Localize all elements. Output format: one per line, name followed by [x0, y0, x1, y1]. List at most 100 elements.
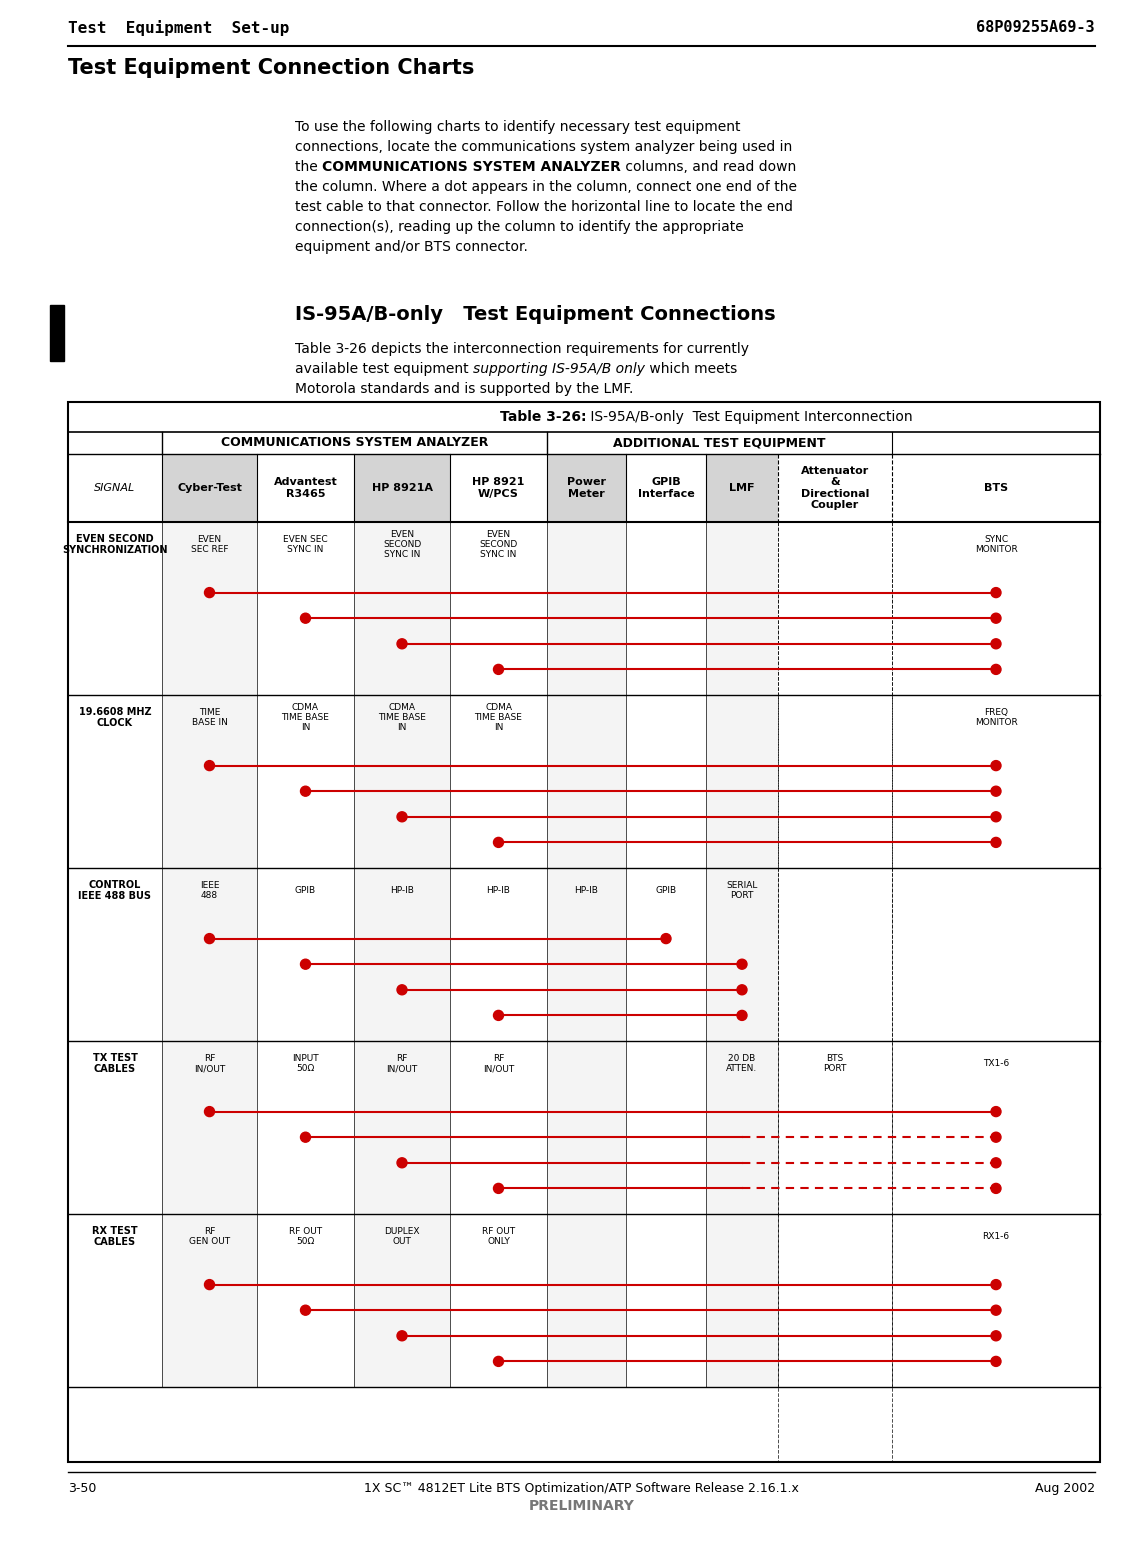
Text: Test Equipment Connection Charts: Test Equipment Connection Charts: [68, 58, 474, 78]
Bar: [68, 402, 1100, 1461]
Text: supporting IS-95A/B only: supporting IS-95A/B only: [473, 363, 645, 377]
Text: EVEN SECOND
SYNCHRONIZATION: EVEN SECOND SYNCHRONIZATION: [62, 533, 168, 555]
Text: RF OUT
ONLY: RF OUT ONLY: [482, 1227, 515, 1246]
Circle shape: [991, 1280, 1001, 1289]
Text: Attenuator
&
Directional
Coupler: Attenuator & Directional Coupler: [801, 466, 869, 511]
Text: connections, locate the communications system analyzer being used in: connections, locate the communications s…: [295, 141, 792, 155]
Circle shape: [494, 838, 504, 847]
Circle shape: [991, 664, 1001, 674]
Text: SIGNAL: SIGNAL: [94, 483, 135, 492]
Bar: [162, 867, 257, 1041]
Text: 3-50: 3-50: [68, 1482, 96, 1494]
Text: PRELIMINARY: PRELIMINARY: [528, 1499, 635, 1513]
Circle shape: [494, 664, 504, 674]
Text: 3: 3: [52, 324, 63, 342]
Circle shape: [991, 811, 1001, 822]
Text: GPIB: GPIB: [295, 886, 316, 896]
Text: the column. Where a dot appears in the column, connect one end of the: the column. Where a dot appears in the c…: [295, 180, 797, 194]
Text: columns, and read down: columns, and read down: [621, 159, 797, 173]
Text: Test  Equipment  Set-up: Test Equipment Set-up: [68, 20, 289, 36]
Circle shape: [991, 639, 1001, 649]
Text: IS-95A/B-only   Test Equipment Connections: IS-95A/B-only Test Equipment Connections: [295, 305, 776, 324]
Text: SYNC
MONITOR: SYNC MONITOR: [975, 535, 1017, 555]
Circle shape: [204, 933, 215, 944]
Bar: [706, 696, 778, 867]
Text: To use the following charts to identify necessary test equipment: To use the following charts to identify …: [295, 120, 740, 134]
Text: LMF: LMF: [729, 483, 754, 492]
Text: equipment and/or BTS connector.: equipment and/or BTS connector.: [295, 241, 528, 255]
Text: the: the: [295, 159, 323, 173]
Bar: [706, 522, 778, 696]
Circle shape: [991, 1158, 1001, 1168]
Text: available test equipment: available test equipment: [295, 363, 473, 377]
Text: SERIAL
PORT: SERIAL PORT: [727, 882, 758, 900]
Bar: [706, 453, 778, 522]
Text: EVEN
SECOND
SYNC IN: EVEN SECOND SYNC IN: [383, 530, 421, 560]
Text: EVEN SEC
SYNC IN: EVEN SEC SYNC IN: [284, 535, 328, 555]
Bar: [162, 522, 257, 696]
Text: CONTROL
IEEE 488 BUS: CONTROL IEEE 488 BUS: [78, 880, 152, 902]
Bar: [546, 522, 626, 696]
Circle shape: [737, 1010, 747, 1021]
Text: Advantest
R3465: Advantest R3465: [273, 477, 338, 499]
Text: CDMA
TIME BASE
IN: CDMA TIME BASE IN: [281, 703, 329, 733]
Bar: [546, 1041, 626, 1214]
Circle shape: [301, 1305, 310, 1314]
Text: Aug 2002: Aug 2002: [1034, 1482, 1095, 1494]
Circle shape: [494, 1357, 504, 1366]
Text: HP-IB: HP-IB: [390, 886, 414, 896]
Bar: [546, 453, 626, 522]
Circle shape: [204, 1280, 215, 1289]
Text: CDMA
TIME BASE
IN: CDMA TIME BASE IN: [474, 703, 522, 733]
Text: RF OUT
50Ω: RF OUT 50Ω: [289, 1227, 323, 1246]
Text: TX TEST
CABLES: TX TEST CABLES: [93, 1053, 138, 1074]
Text: HP 8921
W/PCS: HP 8921 W/PCS: [472, 477, 525, 499]
Text: which meets: which meets: [645, 363, 737, 377]
Circle shape: [661, 933, 670, 944]
Text: test cable to that connector. Follow the horizontal line to locate the end: test cable to that connector. Follow the…: [295, 200, 793, 214]
Bar: [162, 1214, 257, 1386]
Circle shape: [991, 761, 1001, 771]
Bar: [546, 867, 626, 1041]
Circle shape: [991, 1305, 1001, 1314]
Circle shape: [737, 985, 747, 994]
Bar: [706, 1041, 778, 1214]
Circle shape: [991, 1330, 1001, 1341]
Circle shape: [301, 1132, 310, 1143]
Circle shape: [991, 1183, 1001, 1194]
Text: DUPLEX
OUT: DUPLEX OUT: [385, 1227, 420, 1246]
Circle shape: [301, 960, 310, 969]
Text: 20 DB
ATTEN.: 20 DB ATTEN.: [727, 1053, 758, 1074]
Text: RF
IN/OUT: RF IN/OUT: [194, 1053, 225, 1074]
Bar: [354, 1041, 450, 1214]
Bar: [354, 696, 450, 867]
Bar: [354, 867, 450, 1041]
Text: Table 3-26:: Table 3-26:: [501, 410, 587, 424]
Text: Table 3-26 depicts the interconnection requirements for currently: Table 3-26 depicts the interconnection r…: [295, 342, 748, 356]
Text: IS-95A/B-only  Test Equipment Interconnection: IS-95A/B-only Test Equipment Interconnec…: [587, 410, 913, 424]
Bar: [162, 1041, 257, 1214]
Text: Motorola standards and is supported by the LMF.: Motorola standards and is supported by t…: [295, 381, 634, 395]
Text: GPIB: GPIB: [656, 886, 676, 896]
Text: Power
Meter: Power Meter: [567, 477, 606, 499]
Circle shape: [991, 1132, 1001, 1143]
Circle shape: [397, 811, 408, 822]
Circle shape: [204, 761, 215, 771]
Text: INPUT
50Ω: INPUT 50Ω: [293, 1053, 319, 1074]
Bar: [162, 453, 257, 522]
Text: EVEN
SECOND
SYNC IN: EVEN SECOND SYNC IN: [480, 530, 518, 560]
Text: COMMUNICATIONS SYSTEM ANALYZER: COMMUNICATIONS SYSTEM ANALYZER: [323, 159, 621, 173]
Circle shape: [991, 588, 1001, 597]
Text: EVEN
SEC REF: EVEN SEC REF: [191, 535, 228, 555]
Text: BTS: BTS: [984, 483, 1008, 492]
Text: 68P09255A69-3: 68P09255A69-3: [977, 20, 1095, 34]
Circle shape: [991, 1357, 1001, 1366]
Text: 1X SC™ 4812ET Lite BTS Optimization/ATP Software Release 2.16.1.x: 1X SC™ 4812ET Lite BTS Optimization/ATP …: [364, 1482, 799, 1494]
Text: CDMA
TIME BASE
IN: CDMA TIME BASE IN: [378, 703, 426, 733]
Text: Cyber-Test: Cyber-Test: [177, 483, 242, 492]
Text: RX TEST
CABLES: RX TEST CABLES: [92, 1225, 138, 1247]
Circle shape: [397, 985, 408, 994]
Circle shape: [737, 960, 747, 969]
Text: RF
IN/OUT: RF IN/OUT: [483, 1053, 514, 1074]
Text: HP 8921A: HP 8921A: [372, 483, 433, 492]
